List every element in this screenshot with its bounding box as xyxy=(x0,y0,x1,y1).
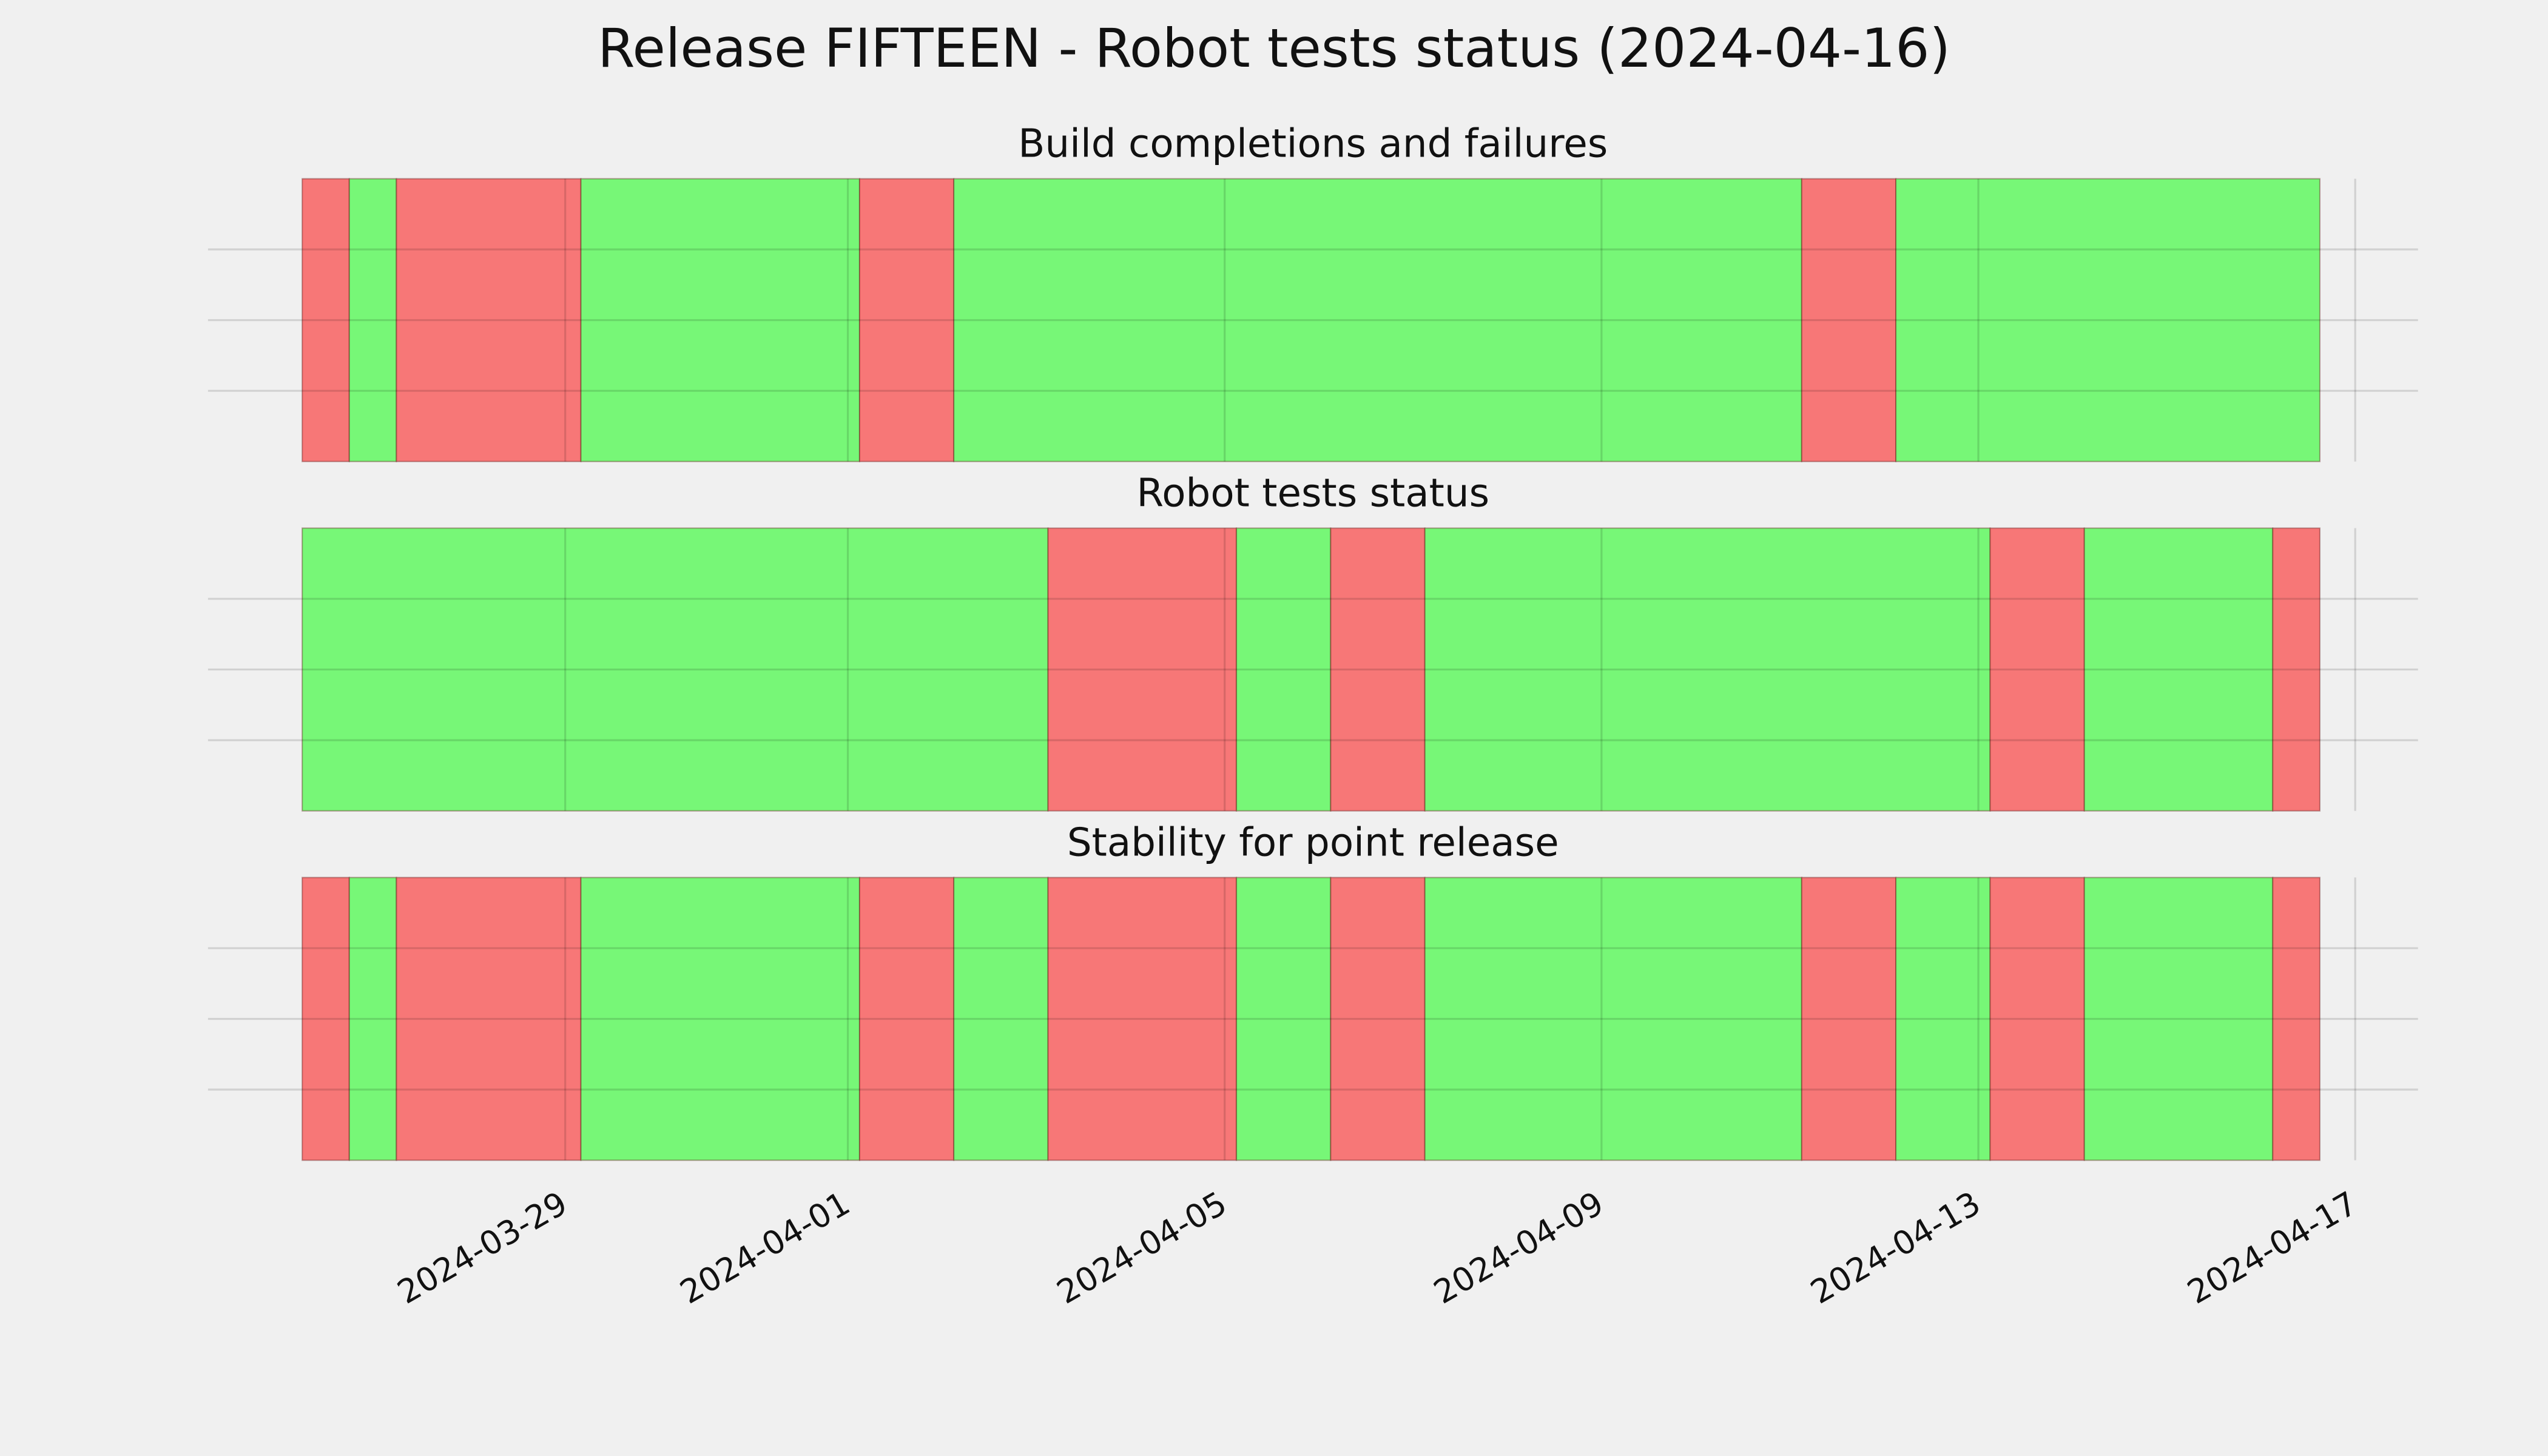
status-span xyxy=(1424,877,1802,1161)
status-span xyxy=(2272,527,2321,812)
panel-title: Stability for point release xyxy=(1067,820,1559,865)
status-span xyxy=(1424,527,1991,812)
status-span xyxy=(1801,877,1897,1161)
status-span xyxy=(348,178,397,462)
status-span xyxy=(1236,527,1332,812)
status-span xyxy=(1330,877,1426,1161)
status-span xyxy=(1047,527,1238,812)
x-tick-label: 2024-04-09 xyxy=(1427,1184,1610,1312)
status-span xyxy=(953,178,1802,462)
status-span xyxy=(2083,527,2274,812)
status-span xyxy=(858,877,955,1161)
status-span xyxy=(2272,877,2321,1161)
x-tick-label: 2024-03-29 xyxy=(391,1184,573,1312)
status-span xyxy=(953,877,1049,1161)
status-span xyxy=(1989,877,2085,1161)
panel-title: Robot tests status xyxy=(1136,471,1489,516)
status-span xyxy=(580,877,861,1161)
status-span xyxy=(1895,178,2321,462)
status-span xyxy=(858,178,955,462)
status-span xyxy=(1236,877,1332,1161)
x-tick-label: 2024-04-01 xyxy=(673,1184,856,1312)
status-span xyxy=(302,178,350,462)
status-span xyxy=(396,877,582,1161)
panel-title: Build completions and failures xyxy=(1018,121,1608,167)
status-span xyxy=(396,178,582,462)
status-span xyxy=(580,178,861,462)
figure-title: Release FIFTEEN - Robot tests status (20… xyxy=(598,17,1950,79)
status-span xyxy=(1989,527,2085,812)
status-span xyxy=(2083,877,2274,1161)
status-span xyxy=(302,877,350,1161)
status-span xyxy=(348,877,397,1161)
status-span xyxy=(1047,877,1238,1161)
x-tick-label: 2024-04-05 xyxy=(1050,1184,1233,1312)
status-span xyxy=(1801,178,1897,462)
status-span xyxy=(302,527,1049,812)
x-tick-label: 2024-04-17 xyxy=(2181,1184,2364,1312)
x-tick-label: 2024-04-13 xyxy=(1804,1184,1987,1312)
